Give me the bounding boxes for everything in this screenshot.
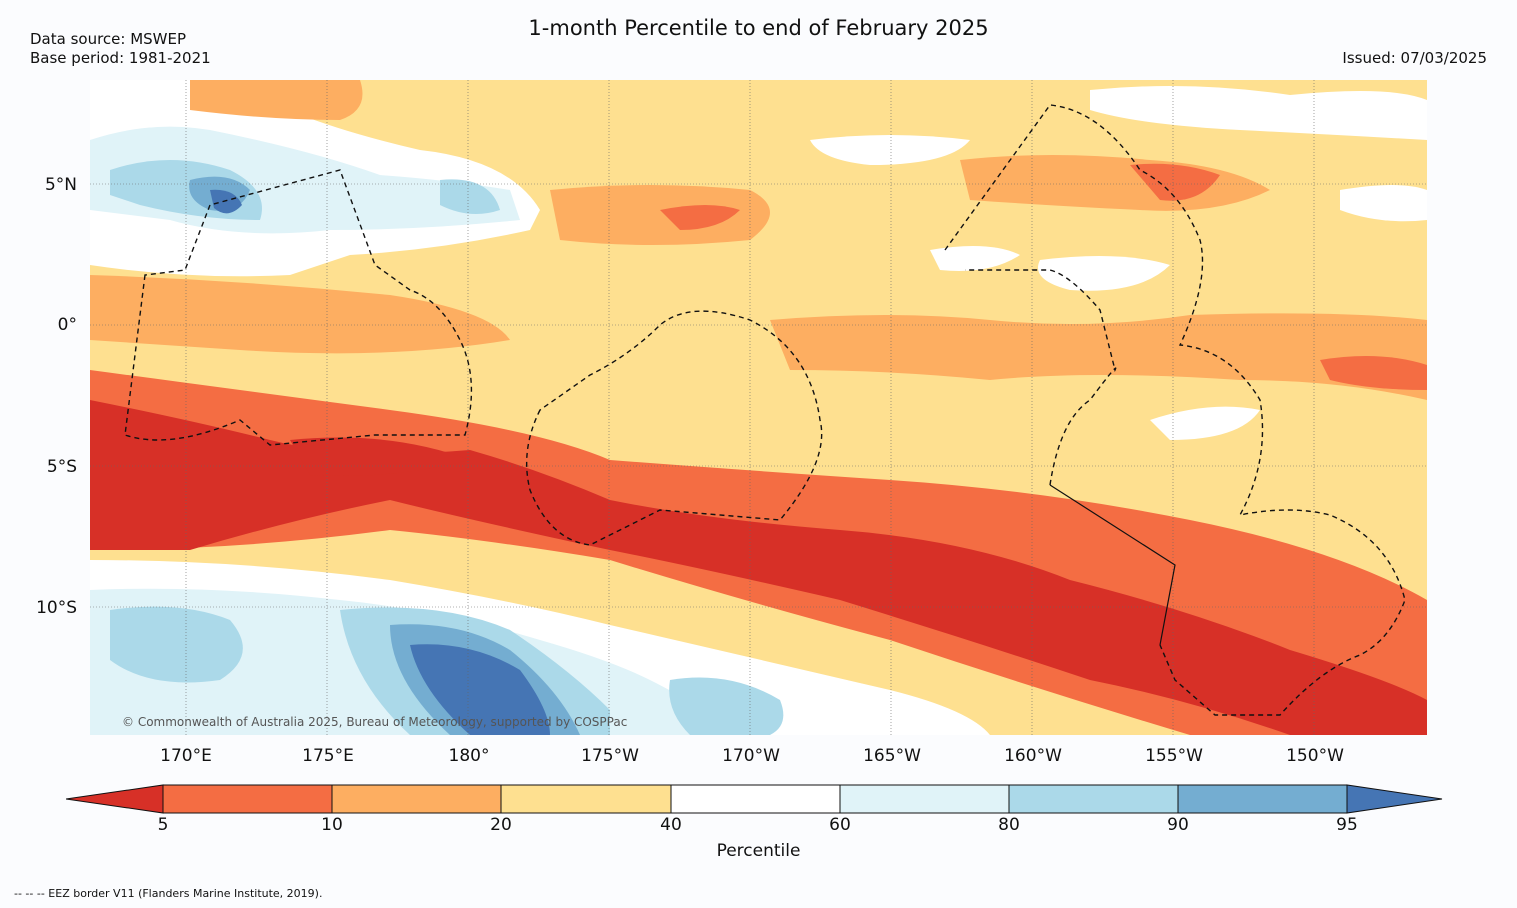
- colorbar-tick: 80: [998, 815, 1020, 835]
- x-tick: 175°E: [302, 746, 354, 766]
- colorbar-segment-below-5: [65, 784, 164, 814]
- x-tick: 180°: [448, 746, 490, 766]
- colorbar-segment-20-40: [500, 784, 672, 814]
- percentile-map: [90, 80, 1427, 735]
- colorbar-tick: 90: [1167, 815, 1189, 835]
- x-tick: 150°W: [1286, 746, 1344, 766]
- colorbar-tick: 60: [829, 815, 851, 835]
- y-tick: 5°N: [44, 175, 77, 195]
- colorbar-segment-90-95: [1177, 784, 1348, 814]
- colorbar-tick: 20: [490, 815, 512, 835]
- x-tick: 155°W: [1145, 746, 1203, 766]
- y-tick: 10°S: [36, 598, 77, 618]
- base-period: Base period: 1981-2021: [30, 49, 211, 67]
- colorbar-segment-5-10: [162, 784, 333, 814]
- y-tick: 5°S: [46, 457, 77, 477]
- colorbar-tick: 95: [1336, 815, 1358, 835]
- copyright-notice: © Commonwealth of Australia 2025, Bureau…: [122, 715, 628, 729]
- colorbar-segment-60-80: [839, 784, 1010, 814]
- map-title: 1-month Percentile to end of February 20…: [528, 16, 989, 40]
- colorbar-tick: 5: [157, 815, 169, 835]
- x-tick: 170°E: [160, 746, 212, 766]
- x-tick: 175°W: [581, 746, 639, 766]
- colorbar-segment-above-95: [1346, 784, 1443, 814]
- issued-date: Issued: 07/03/2025: [1342, 49, 1487, 67]
- data-source: Data source: MSWEP: [30, 30, 187, 48]
- x-tick: 160°W: [1004, 746, 1062, 766]
- colorbar-tick: 40: [660, 815, 682, 835]
- colorbar: [65, 784, 1446, 814]
- x-tick: 165°W: [863, 746, 921, 766]
- colorbar-tick: 10: [321, 815, 343, 835]
- colorbar-segment-10-20: [331, 784, 502, 814]
- colorbar-segment-80-90: [1008, 784, 1179, 814]
- colorbar-label: Percentile: [716, 841, 801, 861]
- colorbar-segment-40-60: [670, 784, 841, 814]
- eez-footnote: -- -- -- EEZ border V11 (Flanders Marine…: [14, 887, 323, 900]
- x-tick: 170°W: [722, 746, 780, 766]
- eez-borders: [124, 104, 1406, 716]
- y-tick: 0°: [57, 315, 77, 335]
